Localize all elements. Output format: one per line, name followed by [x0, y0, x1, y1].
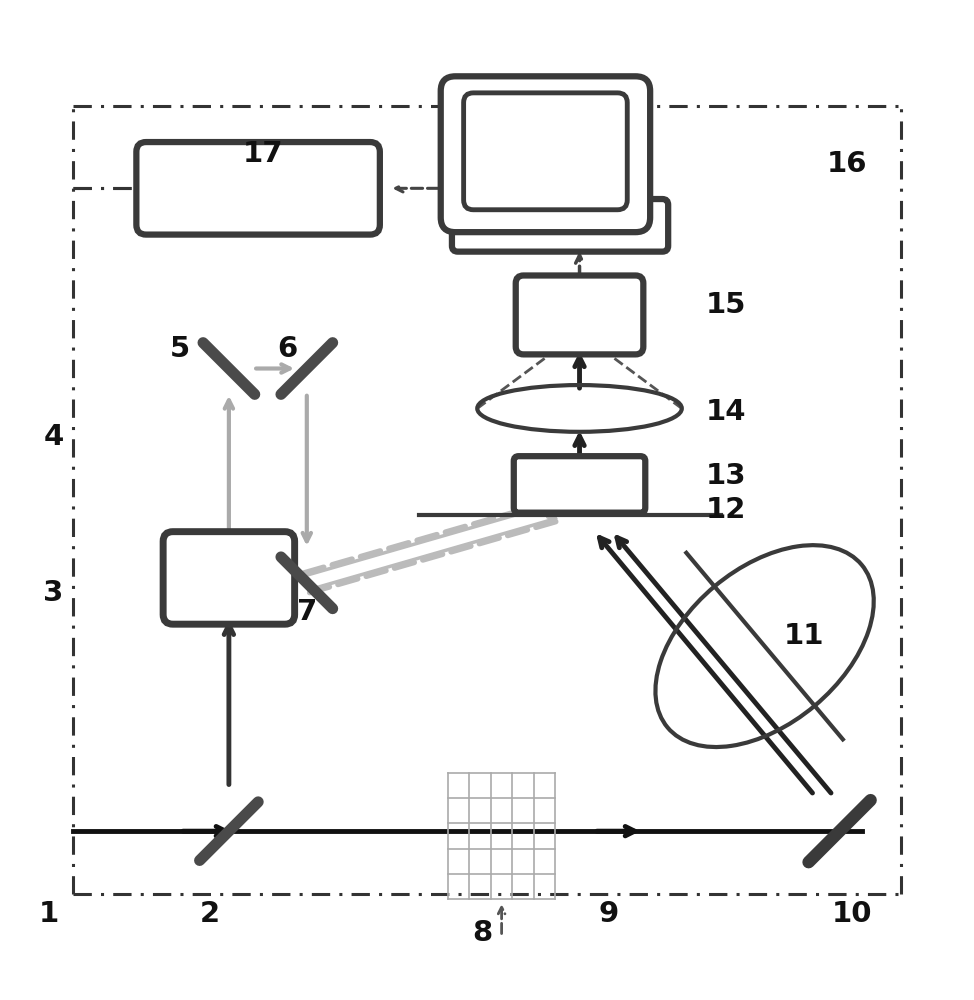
- FancyBboxPatch shape: [514, 456, 645, 513]
- Text: 3: 3: [44, 579, 63, 607]
- Text: 10: 10: [832, 900, 873, 928]
- FancyBboxPatch shape: [516, 275, 643, 354]
- FancyBboxPatch shape: [163, 532, 294, 624]
- Text: 14: 14: [705, 398, 746, 426]
- Text: 13: 13: [705, 462, 746, 490]
- Text: 5: 5: [170, 335, 190, 363]
- Text: 1: 1: [39, 900, 58, 928]
- Text: 6: 6: [278, 335, 297, 363]
- FancyBboxPatch shape: [452, 199, 668, 252]
- FancyBboxPatch shape: [136, 142, 380, 235]
- Text: 8: 8: [472, 919, 492, 947]
- Text: 12: 12: [705, 496, 746, 524]
- Text: 2: 2: [200, 900, 219, 928]
- Text: 9: 9: [599, 900, 618, 928]
- FancyBboxPatch shape: [440, 76, 651, 232]
- Text: 15: 15: [705, 291, 746, 319]
- Text: 4: 4: [44, 423, 63, 451]
- Text: 17: 17: [243, 140, 283, 168]
- Text: 11: 11: [783, 622, 824, 650]
- Text: 7: 7: [297, 598, 317, 626]
- Text: 16: 16: [827, 150, 868, 178]
- FancyBboxPatch shape: [464, 93, 627, 210]
